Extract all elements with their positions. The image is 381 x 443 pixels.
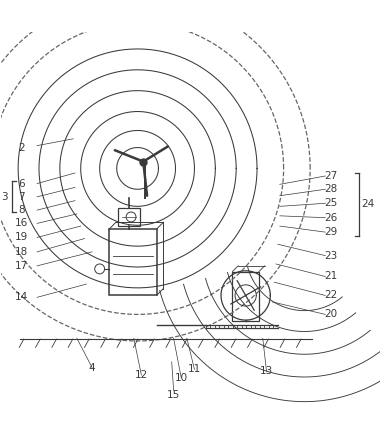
Text: 27: 27: [324, 171, 338, 181]
Text: 20: 20: [325, 309, 338, 319]
Text: 7: 7: [19, 192, 25, 202]
Bar: [118, 208, 140, 226]
Text: 16: 16: [15, 218, 29, 229]
Text: 10: 10: [174, 373, 188, 383]
Text: 4: 4: [89, 362, 95, 373]
Text: 12: 12: [135, 370, 148, 380]
Text: 18: 18: [15, 247, 29, 257]
Text: 28: 28: [324, 184, 338, 194]
Text: 2: 2: [19, 143, 25, 152]
Text: 17: 17: [15, 261, 29, 271]
Text: 19: 19: [15, 233, 29, 242]
Text: 24: 24: [361, 199, 375, 210]
Bar: [232, 272, 259, 321]
Text: 22: 22: [324, 291, 338, 300]
Text: 25: 25: [324, 198, 338, 208]
Bar: [109, 229, 157, 295]
Text: 14: 14: [15, 292, 29, 303]
Text: 26: 26: [324, 213, 338, 223]
Text: 6: 6: [19, 179, 25, 189]
Text: 8: 8: [19, 205, 25, 215]
Text: 21: 21: [324, 272, 338, 281]
Text: 11: 11: [188, 365, 201, 374]
Text: 15: 15: [167, 390, 180, 400]
Text: 23: 23: [324, 251, 338, 260]
Text: 29: 29: [324, 227, 338, 237]
Text: 13: 13: [260, 366, 273, 376]
Text: 3: 3: [2, 192, 8, 202]
